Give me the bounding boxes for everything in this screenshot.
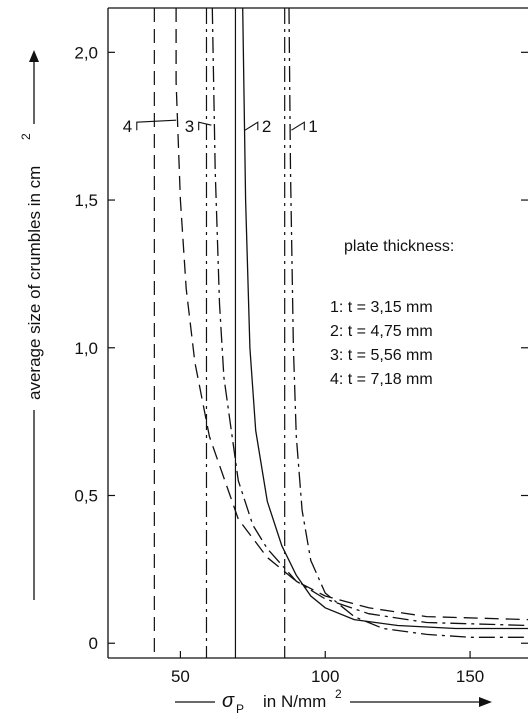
y-tick-label: 1,5 <box>74 191 98 210</box>
series-curve-1 <box>288 7 528 638</box>
series-label-leader-2 <box>244 121 259 131</box>
y-tick-label: 2,0 <box>74 43 98 62</box>
y-axis-label-group: average size of crumbles in cm 2 <box>19 50 44 600</box>
series-label-2: 2 <box>262 117 271 136</box>
x-axis-symbol-subscript: P <box>236 702 244 716</box>
legend-entry-1: 1: t = 3,15 mm <box>330 299 433 316</box>
series-curve-4 <box>175 8 528 621</box>
legend-entry-2: 2: t = 4,75 mm <box>330 323 433 340</box>
x-axis-unit: in N/mm <box>263 692 326 711</box>
x-tick-label: 100 <box>311 667 339 686</box>
legend: plate thickness: 1: t = 3,15 mm 2: t = 4… <box>330 238 454 388</box>
series-curve-2 <box>242 7 528 630</box>
series-label-1: 1 <box>308 117 317 136</box>
y-tick-label: 0 <box>89 634 98 653</box>
x-axis-symbol: σ <box>222 690 235 712</box>
x-tick-label: 50 <box>171 667 190 686</box>
series-label-leader-3 <box>198 121 212 131</box>
x-axis-unit-superscript: 2 <box>335 687 342 701</box>
y-axis-label: average size of crumbles in cm <box>25 166 44 400</box>
x-tick-label: 150 <box>456 667 484 686</box>
y-tick-label: 1,0 <box>74 339 98 358</box>
series-label-leader-1 <box>291 121 305 131</box>
legend-entry-4: 4: t = 7,18 mm <box>330 371 433 388</box>
series-label-4: 4 <box>123 117 132 136</box>
y-tick-label: 0,5 <box>74 487 98 506</box>
y-axis-label-superscript: 2 <box>19 133 33 140</box>
legend-entry-3: 3: t = 5,56 mm <box>330 347 433 364</box>
series-label-3: 3 <box>185 117 194 136</box>
legend-title: plate thickness: <box>344 238 454 255</box>
series-curve-3 <box>211 7 528 627</box>
x-axis-arrow-icon <box>479 697 492 707</box>
series-label-leader-4 <box>136 119 177 131</box>
x-axis-label-group: σ P in N/mm 2 <box>175 687 492 716</box>
y-axis-arrow-icon <box>29 50 39 62</box>
